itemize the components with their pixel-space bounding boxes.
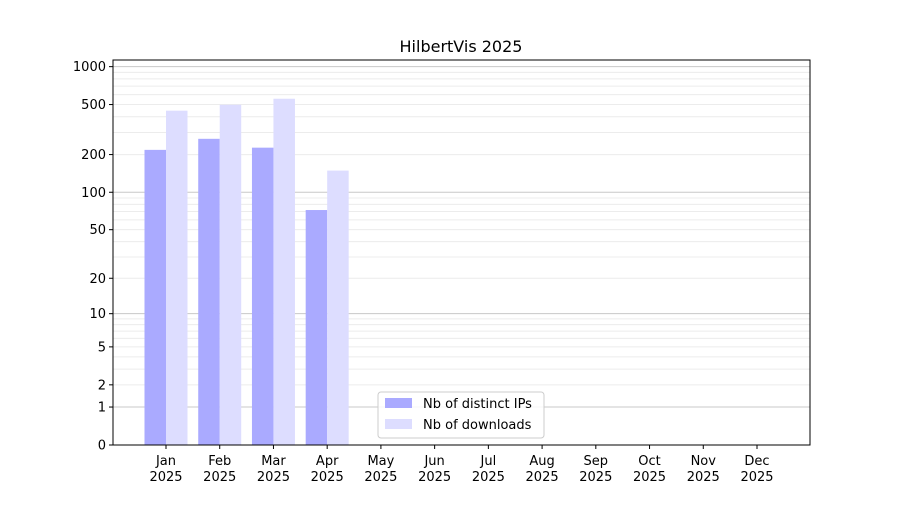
legend: Nb of distinct IPs Nb of downloads [377, 391, 545, 439]
bar-distinct-ips [305, 210, 328, 445]
x-tick-label: Oct [638, 454, 660, 469]
x-tick-label: 2025 [418, 470, 451, 485]
bar-downloads [219, 104, 242, 445]
legend-label: Nb of distinct IPs [423, 397, 532, 412]
bar-downloads [166, 110, 188, 446]
y-tick-label: 20 [89, 272, 106, 287]
x-tick-label: 2025 [687, 470, 720, 485]
y-tick-label: 0 [98, 439, 106, 454]
x-tick-label: Nov [691, 454, 717, 469]
x-tick-label: 2025 [526, 470, 559, 485]
y-tick-label: 1000 [73, 60, 106, 75]
x-tick-label: Sep [584, 454, 609, 469]
y-tick-label: 10 [89, 307, 106, 322]
y-tick-label: 50 [89, 223, 106, 238]
y-tick-label: 200 [81, 148, 106, 163]
x-tick-label: Dec [744, 454, 769, 469]
x-tick-label: Jun [423, 454, 444, 469]
x-tick-label: Feb [208, 454, 231, 469]
y-tick-label: 2 [98, 378, 106, 393]
legend-label: Nb of downloads [423, 418, 532, 433]
legend-swatch [385, 419, 412, 429]
legend-swatch [385, 398, 412, 408]
x-tick-label: Aug [529, 454, 554, 469]
x-tick-label: Mar [261, 454, 286, 469]
y-tick-label: 500 [81, 98, 106, 113]
bar-distinct-ips [144, 149, 166, 445]
x-tick-label: 2025 [311, 470, 344, 485]
x-tick-label: 2025 [364, 470, 397, 485]
bar-downloads [327, 170, 349, 445]
x-tick-label: May [367, 454, 394, 469]
x-tick-label: Jul [480, 454, 497, 469]
x-tick-label: 2025 [257, 470, 290, 485]
legend-box [377, 391, 545, 439]
x-tick-label: 2025 [149, 470, 182, 485]
x-tick-label: 2025 [203, 470, 236, 485]
x-tick-label: 2025 [633, 470, 666, 485]
bar-distinct-ips [251, 147, 274, 445]
bar-downloads [273, 98, 295, 446]
y-tick-label: 100 [81, 186, 106, 201]
bar-distinct-ips [198, 138, 220, 445]
x-tick-label: Jan [155, 454, 176, 469]
plot-frame [112, 59, 811, 446]
x-tick-label: 2025 [579, 470, 612, 485]
chart-title: HilbertVis 2025 [400, 37, 523, 56]
y-tick-label: 1 [98, 401, 106, 416]
x-tick-label: 2025 [740, 470, 773, 485]
x-tick-label: 2025 [472, 470, 505, 485]
x-tick-label: Apr [316, 454, 339, 469]
y-tick-label: 5 [98, 340, 106, 355]
